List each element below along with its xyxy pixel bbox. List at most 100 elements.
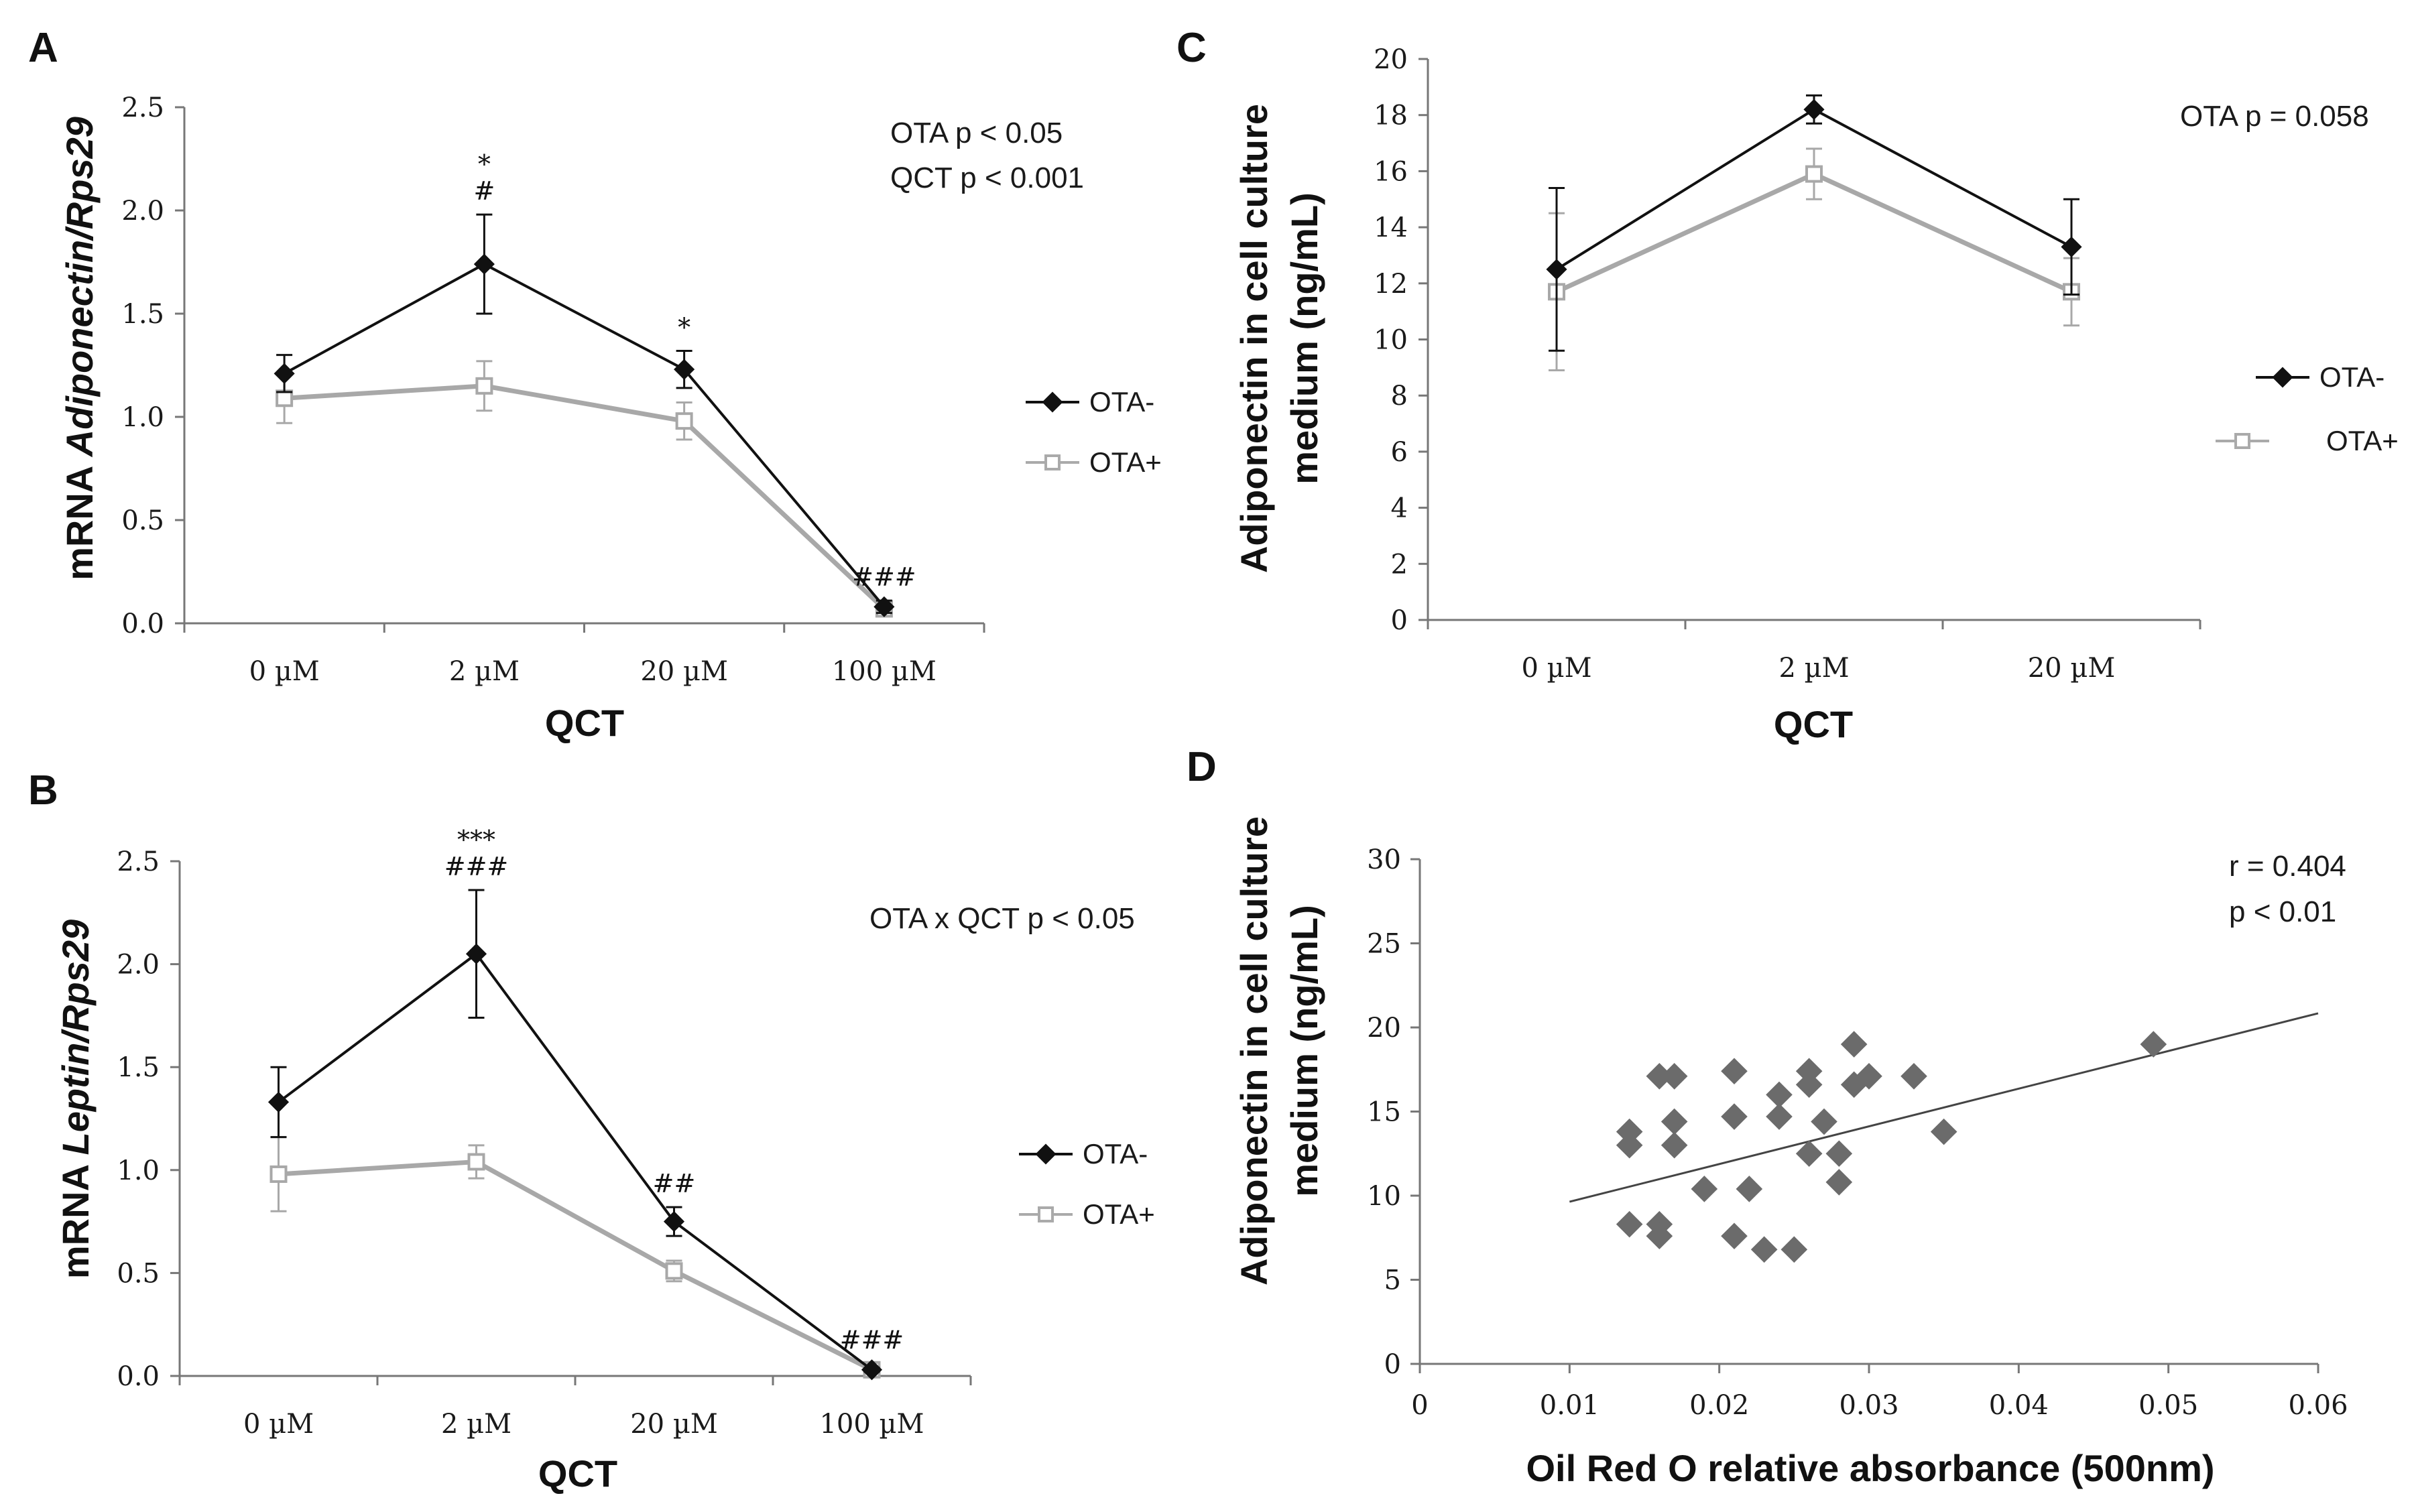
panel-a-point-ota-minus — [274, 363, 295, 384]
panel-a-x-tick-label: 2 µM — [449, 656, 520, 687]
panel-d-y-tick-label: 30 — [1367, 844, 1401, 875]
panel-b-x-tick-label: 100 µM — [819, 1409, 924, 1440]
panel-c-y-axis-title-line-1: Adiponectin in cell culture — [1233, 104, 1275, 573]
panel-a-x-axis-title: QCT — [545, 702, 624, 744]
panel-d-scatter-point — [1750, 1236, 1778, 1263]
panel-b-y-axis-title: mRNA Leptin/Rps29 — [54, 920, 97, 1279]
panel-d-scatter-point — [1766, 1103, 1793, 1130]
panel-a-x-tick-label: 20 µM — [640, 656, 728, 687]
panel-a-chart: mRNA Adiponectin/Rps29 QCT OTA p < 0.05 … — [58, 92, 1162, 744]
panel-b-y-tick-label: 0.5 — [117, 1258, 160, 1289]
legend-marker-ota-plus — [1044, 454, 1061, 470]
panel-a-series-ota-minus-line — [284, 262, 886, 608]
panel-d-scatter-point — [1766, 1081, 1793, 1109]
panel-a-y-tick-label: 2.0 — [121, 196, 164, 227]
panel-a-stat-1: OTA p < 0.05 — [890, 117, 1063, 149]
panel-c-stat-1: OTA p = 0.058 — [2180, 100, 2369, 133]
panel-d-chart: Adiponectin in cell culture medium (ng/m… — [1233, 816, 2348, 1489]
panel-b-series-ota-minus-line — [278, 952, 873, 1371]
panel-d-y-tick-label: 0 — [1384, 1349, 1401, 1380]
panel-c-point-ota-minus — [1546, 259, 1567, 280]
panel-c-legend-ota-minus: OTA- — [2319, 361, 2385, 393]
panel-b-x-tick-label: 20 µM — [630, 1409, 718, 1440]
panel-b-y-tick-label: 2.0 — [117, 950, 160, 981]
panel-d-scatter-point — [1781, 1236, 1808, 1263]
panel-a-point-ota-minus — [473, 253, 495, 275]
panel-a-significance-mark: * — [678, 312, 690, 342]
panel-d-y-tick-label: 25 — [1367, 929, 1401, 960]
panel-d-x-axis-title: Oil Red O relative absorbance (500nm) — [1526, 1447, 2214, 1489]
panel-b-x-axis-title: QCT — [538, 1452, 617, 1495]
panel-a-y-axis-title: mRNA Adiponectin/Rps29 — [58, 117, 101, 580]
panel-c-y-tick-label: 4 — [1391, 493, 1408, 524]
panel-a-significance-mark: # — [473, 176, 495, 206]
panel-c-point-ota-minus — [2061, 236, 2082, 257]
panel-c-y-tick-label: 8 — [1391, 381, 1408, 412]
panel-a-legend-ota-plus: OTA+ — [1089, 446, 1162, 478]
panel-b-y-tick-label: 0.0 — [117, 1361, 160, 1392]
panel-d-y-tick-label: 5 — [1384, 1265, 1401, 1296]
panel-a-x-tick-label: 0 µM — [249, 656, 320, 687]
panel-c-y-tick-label: 18 — [1374, 101, 1408, 131]
panel-b-point-ota-minus — [861, 1359, 883, 1381]
panel-b-x-tick-label: 2 µM — [441, 1409, 511, 1440]
panel-a-y-tick-label: 0.0 — [121, 609, 164, 639]
panel-b-y-tick-label: 2.5 — [117, 846, 160, 877]
panel-d-scatter-point — [1795, 1058, 1823, 1085]
panel-d-x-tick-label: 0.02 — [1689, 1390, 1749, 1421]
panel-a-legend-ota-minus: OTA- — [1089, 386, 1154, 418]
panel-c-y-tick-label: 10 — [1374, 325, 1408, 356]
panel-d-scatter-point — [1795, 1071, 1823, 1098]
panel-b-significance-mark: ## — [653, 1169, 696, 1198]
legend-marker-ota-minus — [1042, 391, 1063, 413]
panel-b-y-tick-label: 1.0 — [117, 1155, 160, 1186]
panel-c-y-tick-label: 16 — [1374, 156, 1408, 187]
panel-d-y-tick-label: 15 — [1367, 1097, 1401, 1128]
panel-d-scatter-point — [1825, 1140, 1853, 1168]
panel-d-scatter-point — [1616, 1118, 1643, 1145]
panel-a-y-tick-label: 2.5 — [121, 92, 164, 123]
panel-d-x-tick-label: 0.01 — [1540, 1390, 1600, 1421]
panel-d-stat-2: p < 0.01 — [2229, 895, 2336, 928]
panel-b-legend-ota-minus: OTA- — [1083, 1138, 1148, 1170]
panel-b-point-ota-minus — [663, 1211, 685, 1233]
panel-c-x-tick-label: 0 µM — [1521, 653, 1591, 684]
panel-d-scatter-point — [1616, 1210, 1643, 1238]
panel-b-significance-mark: *** — [457, 825, 495, 855]
panel-b-point-ota-plus — [467, 1153, 485, 1171]
panel-c-legend: OTA- OTA+ — [2216, 361, 2399, 456]
panel-b-chart: mRNA Leptin/Rps29 QCT OTA x QCT p < 0.05… — [54, 825, 1155, 1495]
panel-b-point-ota-plus — [269, 1165, 288, 1183]
legend-marker-ota-minus — [1035, 1143, 1057, 1165]
panel-c-x-tick-label: 2 µM — [1778, 653, 1849, 684]
panel-d-scatter-point — [1721, 1222, 1748, 1250]
panel-label-d: D — [1187, 744, 1217, 790]
panel-c-point-ota-minus — [1803, 99, 1825, 120]
panel-d-scatter-point — [1930, 1118, 1957, 1145]
legend-marker-ota-plus — [2234, 433, 2250, 449]
panel-a-point-ota-plus — [475, 377, 493, 395]
panel-a-y-tick-label: 0.5 — [121, 505, 164, 536]
panel-d-x-tick-label: 0.05 — [2138, 1390, 2198, 1421]
panel-d-trendline — [1569, 1012, 2319, 1203]
panel-d-scatter-point — [1661, 1131, 1688, 1159]
panel-d-scatter-point — [1721, 1058, 1748, 1085]
panel-c-y-tick-label: 0 — [1391, 605, 1408, 636]
panel-d-scatter-point — [1825, 1169, 1853, 1196]
panel-b-significance-mark: ### — [840, 1326, 904, 1355]
panel-d-scatter-point — [1721, 1103, 1748, 1130]
panel-d-scatter-point — [1811, 1108, 1837, 1135]
panel-d-y-axis-title-line-2: medium (ng/mL) — [1283, 905, 1325, 1197]
panel-c-y-tick-label: 14 — [1374, 212, 1408, 243]
panel-a-x-tick-label: 100 µM — [832, 656, 937, 687]
panel-label-b: B — [28, 767, 58, 814]
panel-d-scatter-point — [1616, 1131, 1643, 1159]
panel-d-x-tick-label: 0.06 — [2288, 1390, 2348, 1421]
panel-d-stat-1: r = 0.404 — [2229, 850, 2346, 883]
panel-d-x-tick-label: 0.04 — [1989, 1390, 2049, 1421]
panel-c-x-axis-title: QCT — [1774, 703, 1853, 745]
panel-d-x-tick-label: 0.03 — [1839, 1390, 1898, 1421]
panel-c-y-tick-label: 2 — [1391, 549, 1408, 580]
panel-d-scatter-point — [1900, 1062, 1927, 1090]
panel-b-legend: OTA- OTA+ — [1019, 1138, 1155, 1230]
